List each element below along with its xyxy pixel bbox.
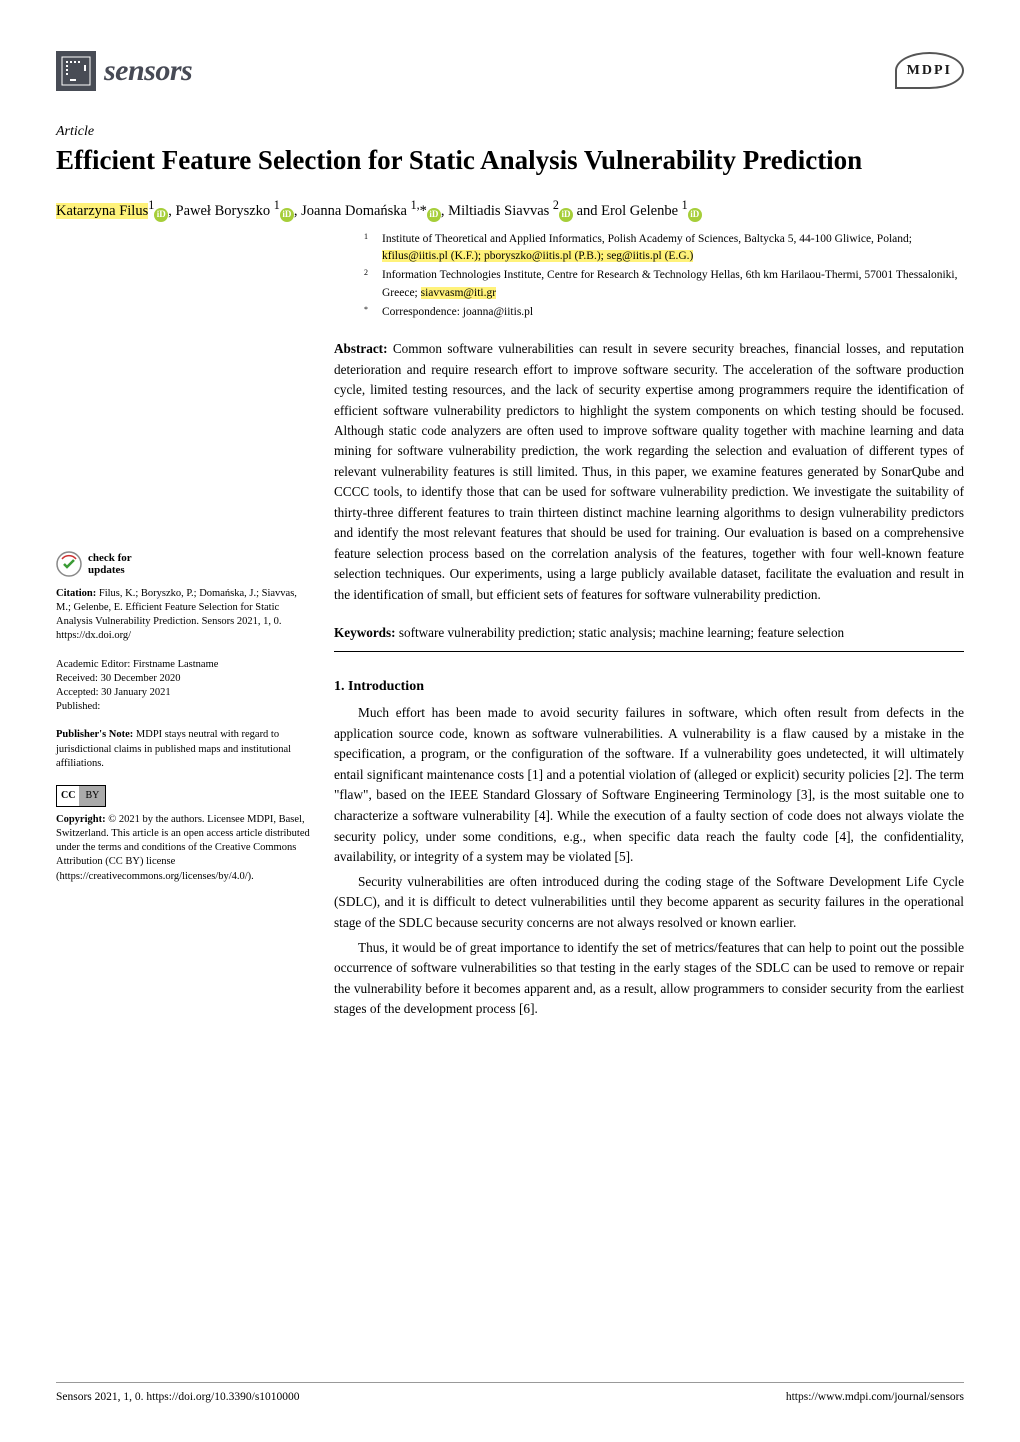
header-row: sensors MDPI [56, 48, 964, 93]
author-5-affil: 1 [682, 198, 688, 212]
author-1: Katarzyna Filus [56, 203, 148, 219]
affil-2-sup: 2 [364, 267, 374, 302]
citation-block: Citation: Filus, K.; Boryszko, P.; Domań… [56, 587, 314, 644]
author-3-corr: * [420, 203, 427, 219]
check-updates-icon [56, 551, 82, 577]
affiliations: 1 Institute of Theoretical and Applied In… [364, 231, 964, 321]
footer-left: Sensors 2021, 1, 0. https://doi.org/10.3… [56, 1389, 300, 1406]
abstract-label: Abstract: [334, 341, 387, 356]
affil-1-emails: kfilus@iitis.pl (K.F.); pboryszko@iitis.… [382, 250, 693, 262]
received-date: Received: 30 December 2020 [56, 672, 314, 686]
page-footer: Sensors 2021, 1, 0. https://doi.org/10.3… [56, 1382, 964, 1406]
author-4-affil: 2 [553, 198, 559, 212]
by-label: BY [79, 786, 105, 806]
author-3: , Joanna Domańska [294, 203, 407, 219]
sensors-icon [56, 51, 96, 91]
abstract: Abstract: Common software vulnerabilitie… [334, 339, 964, 605]
pubnote-label: Publisher's Note: [56, 729, 133, 740]
footer-right: https://www.mdpi.com/journal/sensors [786, 1389, 964, 1406]
published-date: Published: [56, 700, 314, 714]
copyright-label: Copyright: [56, 814, 106, 825]
main-column: 1 Institute of Theoretical and Applied In… [334, 231, 964, 1024]
affil-1-sup: 1 [364, 231, 374, 266]
keywords: Keywords: software vulnerability predict… [334, 623, 964, 643]
intro-p3: Thus, it would be of great importance to… [334, 938, 964, 1020]
keywords-text: software vulnerability prediction; stati… [396, 625, 845, 640]
check-for-updates[interactable]: check forupdates [56, 551, 314, 577]
orcid-icon[interactable]: iD [280, 208, 294, 222]
orcid-icon[interactable]: iD [688, 208, 702, 222]
cc-by-icon: CCBY [56, 785, 106, 807]
cc-label: CC [57, 789, 79, 803]
intro-p1: Much effort has been made to avoid secur… [334, 703, 964, 868]
article-title: Efficient Feature Selection for Static A… [56, 144, 964, 176]
section-1-heading: 1. Introduction [334, 676, 964, 697]
check-updates-label: check forupdates [88, 552, 132, 576]
affil-2-email: siavvasm@iti.gr [421, 287, 496, 299]
accepted-date: Accepted: 30 January 2021 [56, 686, 314, 700]
publishers-note: Publisher's Note: MDPI stays neutral wit… [56, 728, 314, 771]
affil-1: Institute of Theoretical and Applied Inf… [382, 233, 912, 245]
sidebar: check forupdates Citation: Filus, K.; Bo… [56, 231, 314, 1024]
author-5: and Erol Gelenbe [573, 203, 678, 219]
article-type-label: Article [56, 121, 964, 142]
correspondence: Correspondence: joanna@iitis.pl [382, 304, 533, 321]
author-2: , Paweł Boryszko [168, 203, 270, 219]
authors-line: Katarzyna Filus1iD, Paweł Boryszko 1iD, … [56, 196, 964, 223]
editorial-dates: Academic Editor: Firstname Lastname Rece… [56, 658, 314, 715]
journal-name: sensors [104, 48, 192, 93]
intro-p2: Security vulnerabilities are often intro… [334, 872, 964, 934]
orcid-icon[interactable]: iD [427, 208, 441, 222]
license-block: CCBY Copyright: © 2021 by the authors. L… [56, 785, 314, 884]
keywords-label: Keywords: [334, 625, 396, 640]
academic-editor: Academic Editor: Firstname Lastname [56, 658, 314, 672]
author-2-affil: 1 [274, 198, 280, 212]
abstract-text: Common software vulnerabilities can resu… [334, 341, 964, 601]
citation-label: Citation: [56, 588, 96, 599]
orcid-icon[interactable]: iD [559, 208, 573, 222]
journal-logo: sensors [56, 48, 192, 93]
keywords-rule [334, 651, 964, 652]
author-3-affil: 1, [411, 198, 420, 212]
orcid-icon[interactable]: iD [154, 208, 168, 222]
author-4: , Miltiadis Siavvas [441, 203, 549, 219]
mdpi-logo: MDPI [895, 52, 964, 89]
author-1-affil: 1 [148, 198, 154, 212]
corr-sup: * [364, 304, 374, 321]
